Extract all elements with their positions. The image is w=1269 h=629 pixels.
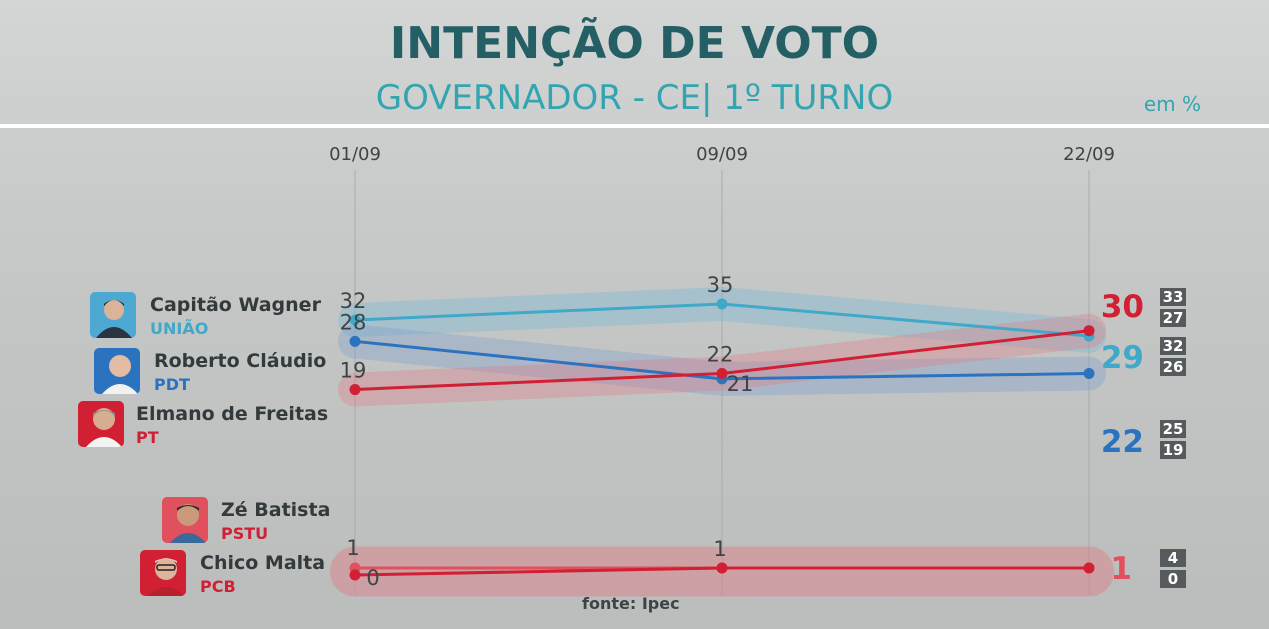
data-point <box>716 562 728 574</box>
final-value-label: 1 <box>1110 551 1132 587</box>
data-point <box>349 384 361 396</box>
range-low: 19 <box>1160 441 1186 459</box>
candidate-name: Capitão Wagner <box>150 294 321 316</box>
source-label: fonte: Ipec <box>582 594 680 613</box>
range-box: 25 19 <box>1160 420 1186 462</box>
candidate-party: PT <box>136 428 159 447</box>
data-point <box>1083 368 1095 379</box>
range-box: 33 27 <box>1160 288 1186 330</box>
candidate-photo-icon <box>140 550 186 596</box>
data-point <box>716 298 728 310</box>
range-box: 32 26 <box>1160 337 1186 379</box>
data-label: 1 <box>346 536 359 560</box>
candidate-name: Zé Batista <box>221 499 331 521</box>
data-label: 19 <box>340 359 367 383</box>
x-tick-label: 22/09 <box>1063 144 1115 165</box>
data-point <box>1083 562 1095 574</box>
range-high: 33 <box>1160 288 1186 306</box>
data-label: 0 <box>366 566 379 590</box>
range-high: 25 <box>1160 420 1186 438</box>
data-point <box>349 314 361 326</box>
chart-subtitle: GOVERNADOR - CE| 1º TURNO <box>375 78 894 118</box>
candidate-photo-icon <box>90 292 136 338</box>
data-point <box>716 368 728 379</box>
candidate-name: Roberto Cláudio <box>154 350 327 372</box>
unit-label: em % <box>1143 92 1201 116</box>
chart-title: INTENÇÃO DE VOTO <box>389 18 880 69</box>
range-low: 0 <box>1160 570 1186 588</box>
range-high: 32 <box>1160 337 1186 355</box>
x-tick-label: 09/09 <box>696 144 748 165</box>
data-label: 1 <box>713 537 726 561</box>
candidate-photo-icon <box>94 348 140 394</box>
final-value-label: 30 <box>1100 289 1144 325</box>
header-divider <box>0 124 1269 128</box>
data-label: 22 <box>707 343 734 367</box>
data-label: 32 <box>340 289 367 313</box>
x-tick-label: 01/09 <box>329 144 381 165</box>
data-point <box>1083 325 1095 337</box>
range-low: 27 <box>1160 309 1186 327</box>
candidate-party: PDT <box>154 375 190 394</box>
candidate-party: PSTU <box>221 524 269 543</box>
final-value-label: 29 <box>1100 340 1144 376</box>
range-high: 4 <box>1160 549 1186 567</box>
data-label: 35 <box>707 273 734 297</box>
candidate-party: PCB <box>200 577 236 596</box>
range-box: 4 0 <box>1160 549 1186 591</box>
data-point <box>349 335 361 347</box>
final-value-label: 22 <box>1100 424 1144 460</box>
candidate-photo-icon <box>162 497 208 543</box>
data-point <box>349 569 361 581</box>
candidate-name: Chico Malta <box>200 552 326 574</box>
candidate-party: UNIÃO <box>150 319 209 338</box>
data-label: 28 <box>340 310 367 334</box>
candidate-name: Elmano de Freitas <box>136 403 329 425</box>
candidate-photo-icon <box>78 401 124 447</box>
range-low: 26 <box>1160 358 1186 376</box>
data-label: 21 <box>727 372 754 396</box>
